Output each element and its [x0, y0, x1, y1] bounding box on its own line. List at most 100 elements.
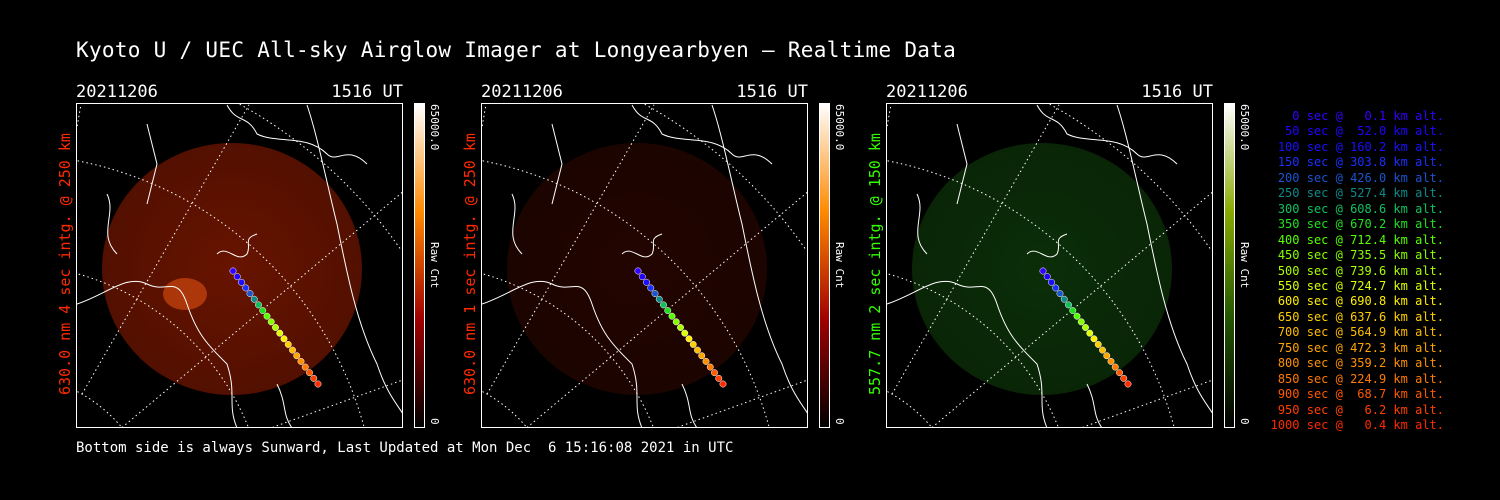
- trajectory-point: [681, 329, 689, 337]
- panel-time: 1516 UT: [331, 82, 403, 102]
- trajectory-point: [1086, 329, 1094, 337]
- legend-entry: 50 sec @ 52.0 km alt.: [1285, 124, 1444, 139]
- trajectory-point: [297, 357, 305, 365]
- colorbar-max: 65000.0: [1238, 104, 1251, 151]
- legend-entry: 850 sec @ 224.9 km alt.: [1277, 371, 1444, 386]
- trajectory-point: [638, 273, 646, 281]
- longitude-line: [486, 104, 655, 395]
- trajectory-point: [660, 301, 667, 309]
- trajectory-point: [1099, 346, 1106, 354]
- trajectory-point: [272, 324, 279, 331]
- trajectory-point: [259, 307, 267, 315]
- panel-wavelength-label: 630.0 nm 1 sec intg. @ 250 km: [461, 133, 479, 395]
- legend-entry: 150 sec @ 303.8 km alt.: [1277, 155, 1444, 170]
- trajectory-point: [1069, 307, 1077, 315]
- trajectory-point: [289, 346, 296, 354]
- legend-entry: 250 sec @ 527.4 km alt.: [1277, 186, 1444, 201]
- trajectory-point: [1090, 335, 1098, 343]
- longitude-line: [1082, 379, 1212, 427]
- trajectory-point: [719, 380, 727, 388]
- trajectory-point: [711, 369, 718, 377]
- longitude-line: [931, 191, 1212, 427]
- colorbar-max: 65000.0: [428, 104, 441, 151]
- footer-status: Bottom side is always Sunward, Last Upda…: [76, 440, 734, 456]
- coastline: [887, 104, 1212, 427]
- trajectory-point: [1077, 318, 1085, 326]
- trajectory-point: [689, 341, 697, 348]
- trajectory-point: [651, 290, 659, 298]
- panel-time: 1516 UT: [736, 82, 808, 102]
- trajectory-point: [1073, 312, 1081, 320]
- trajectory-point: [664, 307, 672, 315]
- trajectory-point: [1103, 352, 1111, 360]
- trajectory-point: [242, 284, 250, 292]
- trajectory-point: [1048, 278, 1055, 286]
- latitude-circle: [482, 391, 528, 427]
- legend-entry: 350 sec @ 670.2 km alt.: [1277, 217, 1444, 232]
- trajectory-point: [702, 357, 710, 365]
- trajectory-point: [280, 335, 288, 343]
- trajectory-point: [310, 374, 318, 382]
- trajectory-point: [1056, 290, 1064, 298]
- longitude-line: [482, 104, 487, 127]
- legend-entry: 200 sec @ 426.0 km alt.: [1277, 170, 1444, 185]
- longitude-line: [77, 104, 82, 127]
- longitude-line: [526, 191, 807, 427]
- trajectory-point: [1052, 284, 1060, 292]
- colorbar: [414, 103, 425, 428]
- colorbar: [819, 103, 830, 428]
- legend-entry: 750 sec @ 472.3 km alt.: [1277, 340, 1444, 355]
- latitude-circle: [888, 273, 1059, 427]
- trajectory-point: [1082, 324, 1089, 331]
- longitude-line: [887, 104, 892, 127]
- colorbar-unit: Raw Cnt: [833, 242, 846, 289]
- colorbar-max: 65000.0: [833, 104, 846, 151]
- aurora-bright-spot: [163, 278, 207, 310]
- latitude-circle: [483, 273, 654, 427]
- legend-entry: 100 sec @ 160.2 km alt.: [1277, 139, 1444, 154]
- trajectory-point: [314, 380, 322, 388]
- colorbar-unit: Raw Cnt: [428, 242, 441, 289]
- trajectory-point: [1094, 341, 1102, 348]
- page-title: Kyoto U / UEC All-sky Airglow Imager at …: [76, 38, 957, 62]
- panel-time: 1516 UT: [1141, 82, 1213, 102]
- trajectory-point: [1120, 374, 1128, 382]
- trajectory-point: [694, 346, 701, 354]
- trajectory-point: [276, 329, 284, 337]
- trajectory-point: [1111, 363, 1119, 371]
- colorbar-min: 0: [1238, 418, 1251, 425]
- panel-date: 20211206: [76, 82, 158, 102]
- trajectory-point: [668, 312, 676, 320]
- latitude-circle: [482, 160, 770, 427]
- trajectory-point: [293, 352, 301, 360]
- legend-entry: 500 sec @ 739.6 km alt.: [1277, 263, 1444, 278]
- allsky-image-1: [76, 103, 403, 428]
- longitude-line: [81, 104, 250, 395]
- trajectory-point: [672, 318, 680, 326]
- trajectory-point: [1065, 301, 1072, 309]
- legend-entry: 650 sec @ 637.6 km alt.: [1277, 309, 1444, 324]
- trajectory-point: [284, 341, 292, 348]
- colorbar: [1224, 103, 1235, 428]
- trajectory-point: [255, 301, 262, 309]
- longitude-line: [272, 379, 402, 427]
- trajectory-point: [634, 267, 642, 275]
- trajectory-point: [306, 369, 313, 377]
- longitude-line: [677, 379, 807, 427]
- panel-date: 20211206: [481, 82, 563, 102]
- trajectory-point: [706, 363, 714, 371]
- allsky-image-3: [886, 103, 1213, 428]
- trajectory-point: [267, 318, 275, 326]
- trajectory-point: [1043, 273, 1051, 281]
- latitude-circle: [887, 391, 933, 427]
- trajectory-point: [655, 295, 663, 303]
- colorbar-unit: Raw Cnt: [1238, 242, 1251, 289]
- allsky-image-2: [481, 103, 808, 428]
- coastline: [77, 104, 402, 427]
- latitude-circle: [1049, 104, 1211, 249]
- trajectory-point: [1124, 380, 1132, 388]
- colorbar-min: 0: [833, 418, 846, 425]
- trajectory-point: [643, 278, 650, 286]
- longitude-line: [121, 191, 402, 427]
- legend-entry: 400 sec @ 712.4 km alt.: [1277, 232, 1444, 247]
